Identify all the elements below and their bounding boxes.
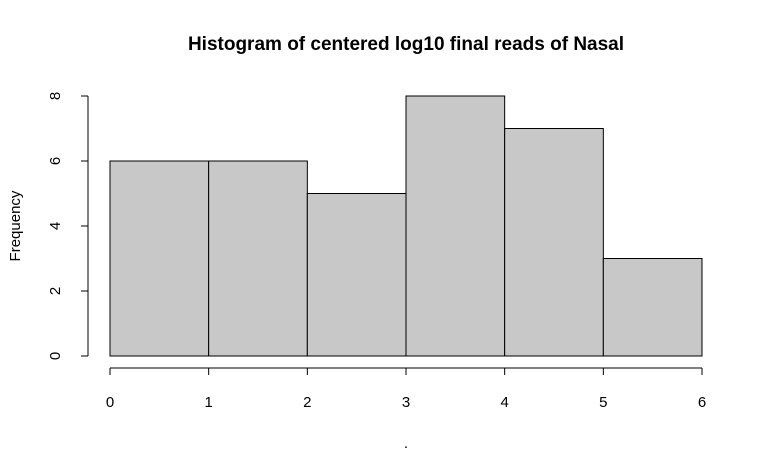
x-axis-label: . bbox=[404, 435, 408, 452]
x-tick-label-2: 2 bbox=[303, 394, 311, 411]
histogram-bar-0 bbox=[109, 160, 210, 357]
x-tick-label-0: 0 bbox=[106, 394, 114, 411]
x-tick-label-4: 4 bbox=[500, 394, 508, 411]
y-tick-label-1: 2 bbox=[47, 287, 64, 295]
histogram-bar-3 bbox=[405, 95, 506, 357]
chart-title: Histogram of centered log10 final reads … bbox=[188, 34, 624, 55]
histogram-bar-1 bbox=[208, 160, 308, 357]
histogram-bar-2 bbox=[306, 193, 407, 357]
y-tick-label-2: 4 bbox=[47, 222, 64, 230]
y-tick-label-4: 8 bbox=[47, 92, 64, 100]
y-tick-label-0: 0 bbox=[47, 352, 64, 360]
y-axis-label: Frequency bbox=[7, 190, 24, 261]
x-axis-ticks: 0 1 2 3 4 5 6 bbox=[106, 368, 706, 411]
bars-group bbox=[109, 95, 703, 357]
y-axis-ticks: 0 2 4 6 8 bbox=[47, 92, 88, 360]
x-tick-label-6: 6 bbox=[698, 394, 706, 411]
x-tick-label-3: 3 bbox=[402, 394, 410, 411]
histogram-bar-4 bbox=[504, 128, 604, 357]
histogram-bar-5 bbox=[602, 258, 703, 357]
x-tick-label-1: 1 bbox=[204, 394, 212, 411]
x-tick-label-5: 5 bbox=[599, 394, 607, 411]
y-tick-label-3: 6 bbox=[47, 157, 64, 165]
